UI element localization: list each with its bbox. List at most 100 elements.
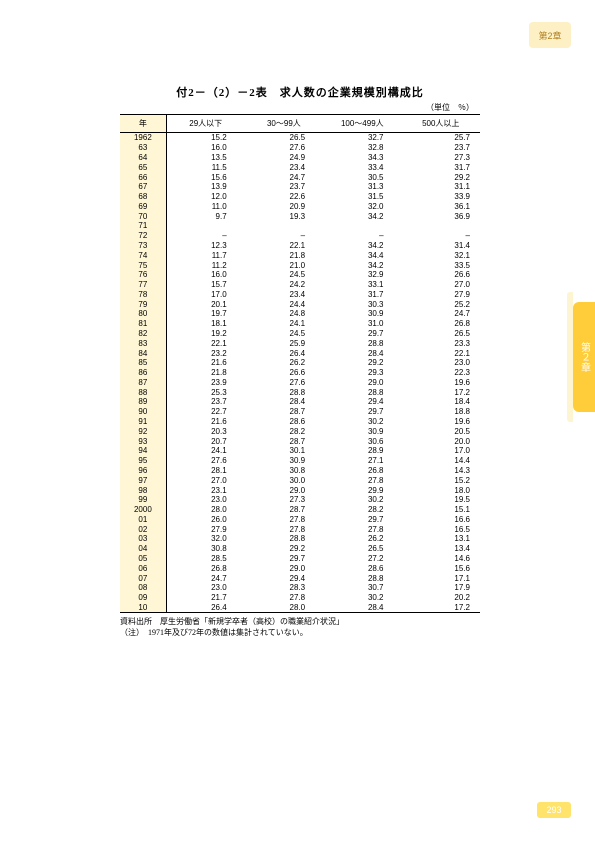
data-cell: 15.2: [166, 133, 244, 143]
data-cell: 34.3: [323, 153, 401, 163]
data-cell: 29.4: [323, 397, 401, 407]
data-cell: 32.0: [323, 201, 401, 211]
data-cell: 25.3: [166, 387, 244, 397]
data-cell: 28.8: [323, 573, 401, 583]
data-cell: 23.0: [166, 495, 244, 505]
year-cell: 98: [120, 485, 166, 495]
year-cell: 66: [120, 172, 166, 182]
data-cell: –: [402, 231, 480, 241]
data-cell: –: [166, 231, 244, 241]
year-cell: 95: [120, 456, 166, 466]
data-cell: 28.4: [323, 348, 401, 358]
data-cell: 19.7: [166, 309, 244, 319]
note-source: 資料出所 厚生労働省「新規学卒者（高校）の職業紹介状況」: [120, 617, 480, 627]
data-cell: 34.4: [323, 250, 401, 260]
year-cell: 84: [120, 348, 166, 358]
year-cell: 2000: [120, 505, 166, 515]
data-cell: 28.3: [245, 583, 323, 593]
table-row: 6511.523.433.431.7: [120, 162, 480, 172]
data-cell: 33.9: [402, 192, 480, 202]
data-cell: 11.2: [166, 260, 244, 270]
main-content: 付2－（2）－2表 求人数の企業規模別構成比 （単位 ％） 年29人以下30～9…: [120, 84, 480, 638]
data-cell: 33.1: [323, 280, 401, 290]
data-cell: 31.7: [323, 290, 401, 300]
table-row: 9022.728.729.718.8: [120, 407, 480, 417]
year-cell: 78: [120, 290, 166, 300]
table-row: 8118.124.131.026.8: [120, 319, 480, 329]
data-cell: 11.0: [166, 201, 244, 211]
table-row: 9424.130.128.917.0: [120, 446, 480, 456]
data-cell: 31.1: [402, 182, 480, 192]
data-cell: 24.4: [245, 299, 323, 309]
year-cell: 63: [120, 143, 166, 153]
data-cell: 27.2: [323, 554, 401, 564]
data-cell: 28.8: [245, 534, 323, 544]
data-cell: –: [323, 231, 401, 241]
table-row: 72––––: [120, 231, 480, 241]
data-cell: 24.7: [402, 309, 480, 319]
data-cell: 30.9: [245, 456, 323, 466]
data-cell: 22.3: [402, 368, 480, 378]
data-cell: 29.4: [245, 573, 323, 583]
data-cell: 27.0: [166, 475, 244, 485]
data-cell: 24.1: [245, 319, 323, 329]
data-cell: 21.8: [245, 250, 323, 260]
data-cell: 34.2: [323, 211, 401, 221]
data-cell: 11.7: [166, 250, 244, 260]
year-cell: 77: [120, 280, 166, 290]
year-cell: 72: [120, 231, 166, 241]
year-cell: 99: [120, 495, 166, 505]
data-cell: [245, 221, 323, 231]
data-cell: 26.8: [402, 319, 480, 329]
data-cell: 31.7: [402, 162, 480, 172]
data-cell: 29.0: [245, 485, 323, 495]
data-cell: 13.9: [166, 182, 244, 192]
year-cell: 71: [120, 221, 166, 231]
year-cell: 76: [120, 270, 166, 280]
data-cell: –: [245, 231, 323, 241]
data-cell: 23.3: [402, 338, 480, 348]
data-cell: 18.8: [402, 407, 480, 417]
data-cell: 12.0: [166, 192, 244, 202]
data-cell: 16.6: [402, 514, 480, 524]
data-cell: 25.2: [402, 299, 480, 309]
year-cell: 74: [120, 250, 166, 260]
data-cell: 17.9: [402, 583, 480, 593]
data-cell: 23.7: [245, 182, 323, 192]
data-cell: 26.8: [166, 563, 244, 573]
data-cell: 30.5: [323, 172, 401, 182]
table-row: 8322.125.928.823.3: [120, 338, 480, 348]
data-cell: 30.8: [245, 466, 323, 476]
year-cell: 70: [120, 211, 166, 221]
year-cell: 04: [120, 544, 166, 554]
data-cell: 28.2: [323, 505, 401, 515]
data-cell: 32.1: [402, 250, 480, 260]
data-cell: 24.7: [166, 573, 244, 583]
data-cell: 13.4: [402, 544, 480, 554]
table-row: 1026.428.028.417.2: [120, 603, 480, 613]
data-cell: 32.9: [323, 270, 401, 280]
year-cell: 81: [120, 319, 166, 329]
data-cell: 21.8: [166, 368, 244, 378]
data-cell: 17.0: [166, 290, 244, 300]
data-cell: 25.7: [402, 133, 480, 143]
table-row: 9121.628.630.219.6: [120, 417, 480, 427]
data-cell: 18.1: [166, 319, 244, 329]
year-cell: 91: [120, 417, 166, 427]
data-cell: 32.7: [323, 133, 401, 143]
side-tab-chapter: 第２章: [573, 302, 595, 412]
year-cell: 65: [120, 162, 166, 172]
year-cell: 85: [120, 358, 166, 368]
year-cell: 92: [120, 426, 166, 436]
data-cell: 19.6: [402, 417, 480, 427]
data-cell: 22.1: [402, 348, 480, 358]
data-cell: 28.6: [323, 563, 401, 573]
data-cell: 23.7: [166, 397, 244, 407]
table-row: 7312.322.134.231.4: [120, 241, 480, 251]
data-cell: 17.2: [402, 387, 480, 397]
data-cell: 16.0: [166, 143, 244, 153]
data-cell: 28.0: [166, 505, 244, 515]
data-table: 年29人以下30～99人100～499人500人以上 196215.226.53…: [120, 114, 480, 613]
data-cell: 20.9: [245, 201, 323, 211]
column-header: 100～499人: [323, 115, 401, 133]
